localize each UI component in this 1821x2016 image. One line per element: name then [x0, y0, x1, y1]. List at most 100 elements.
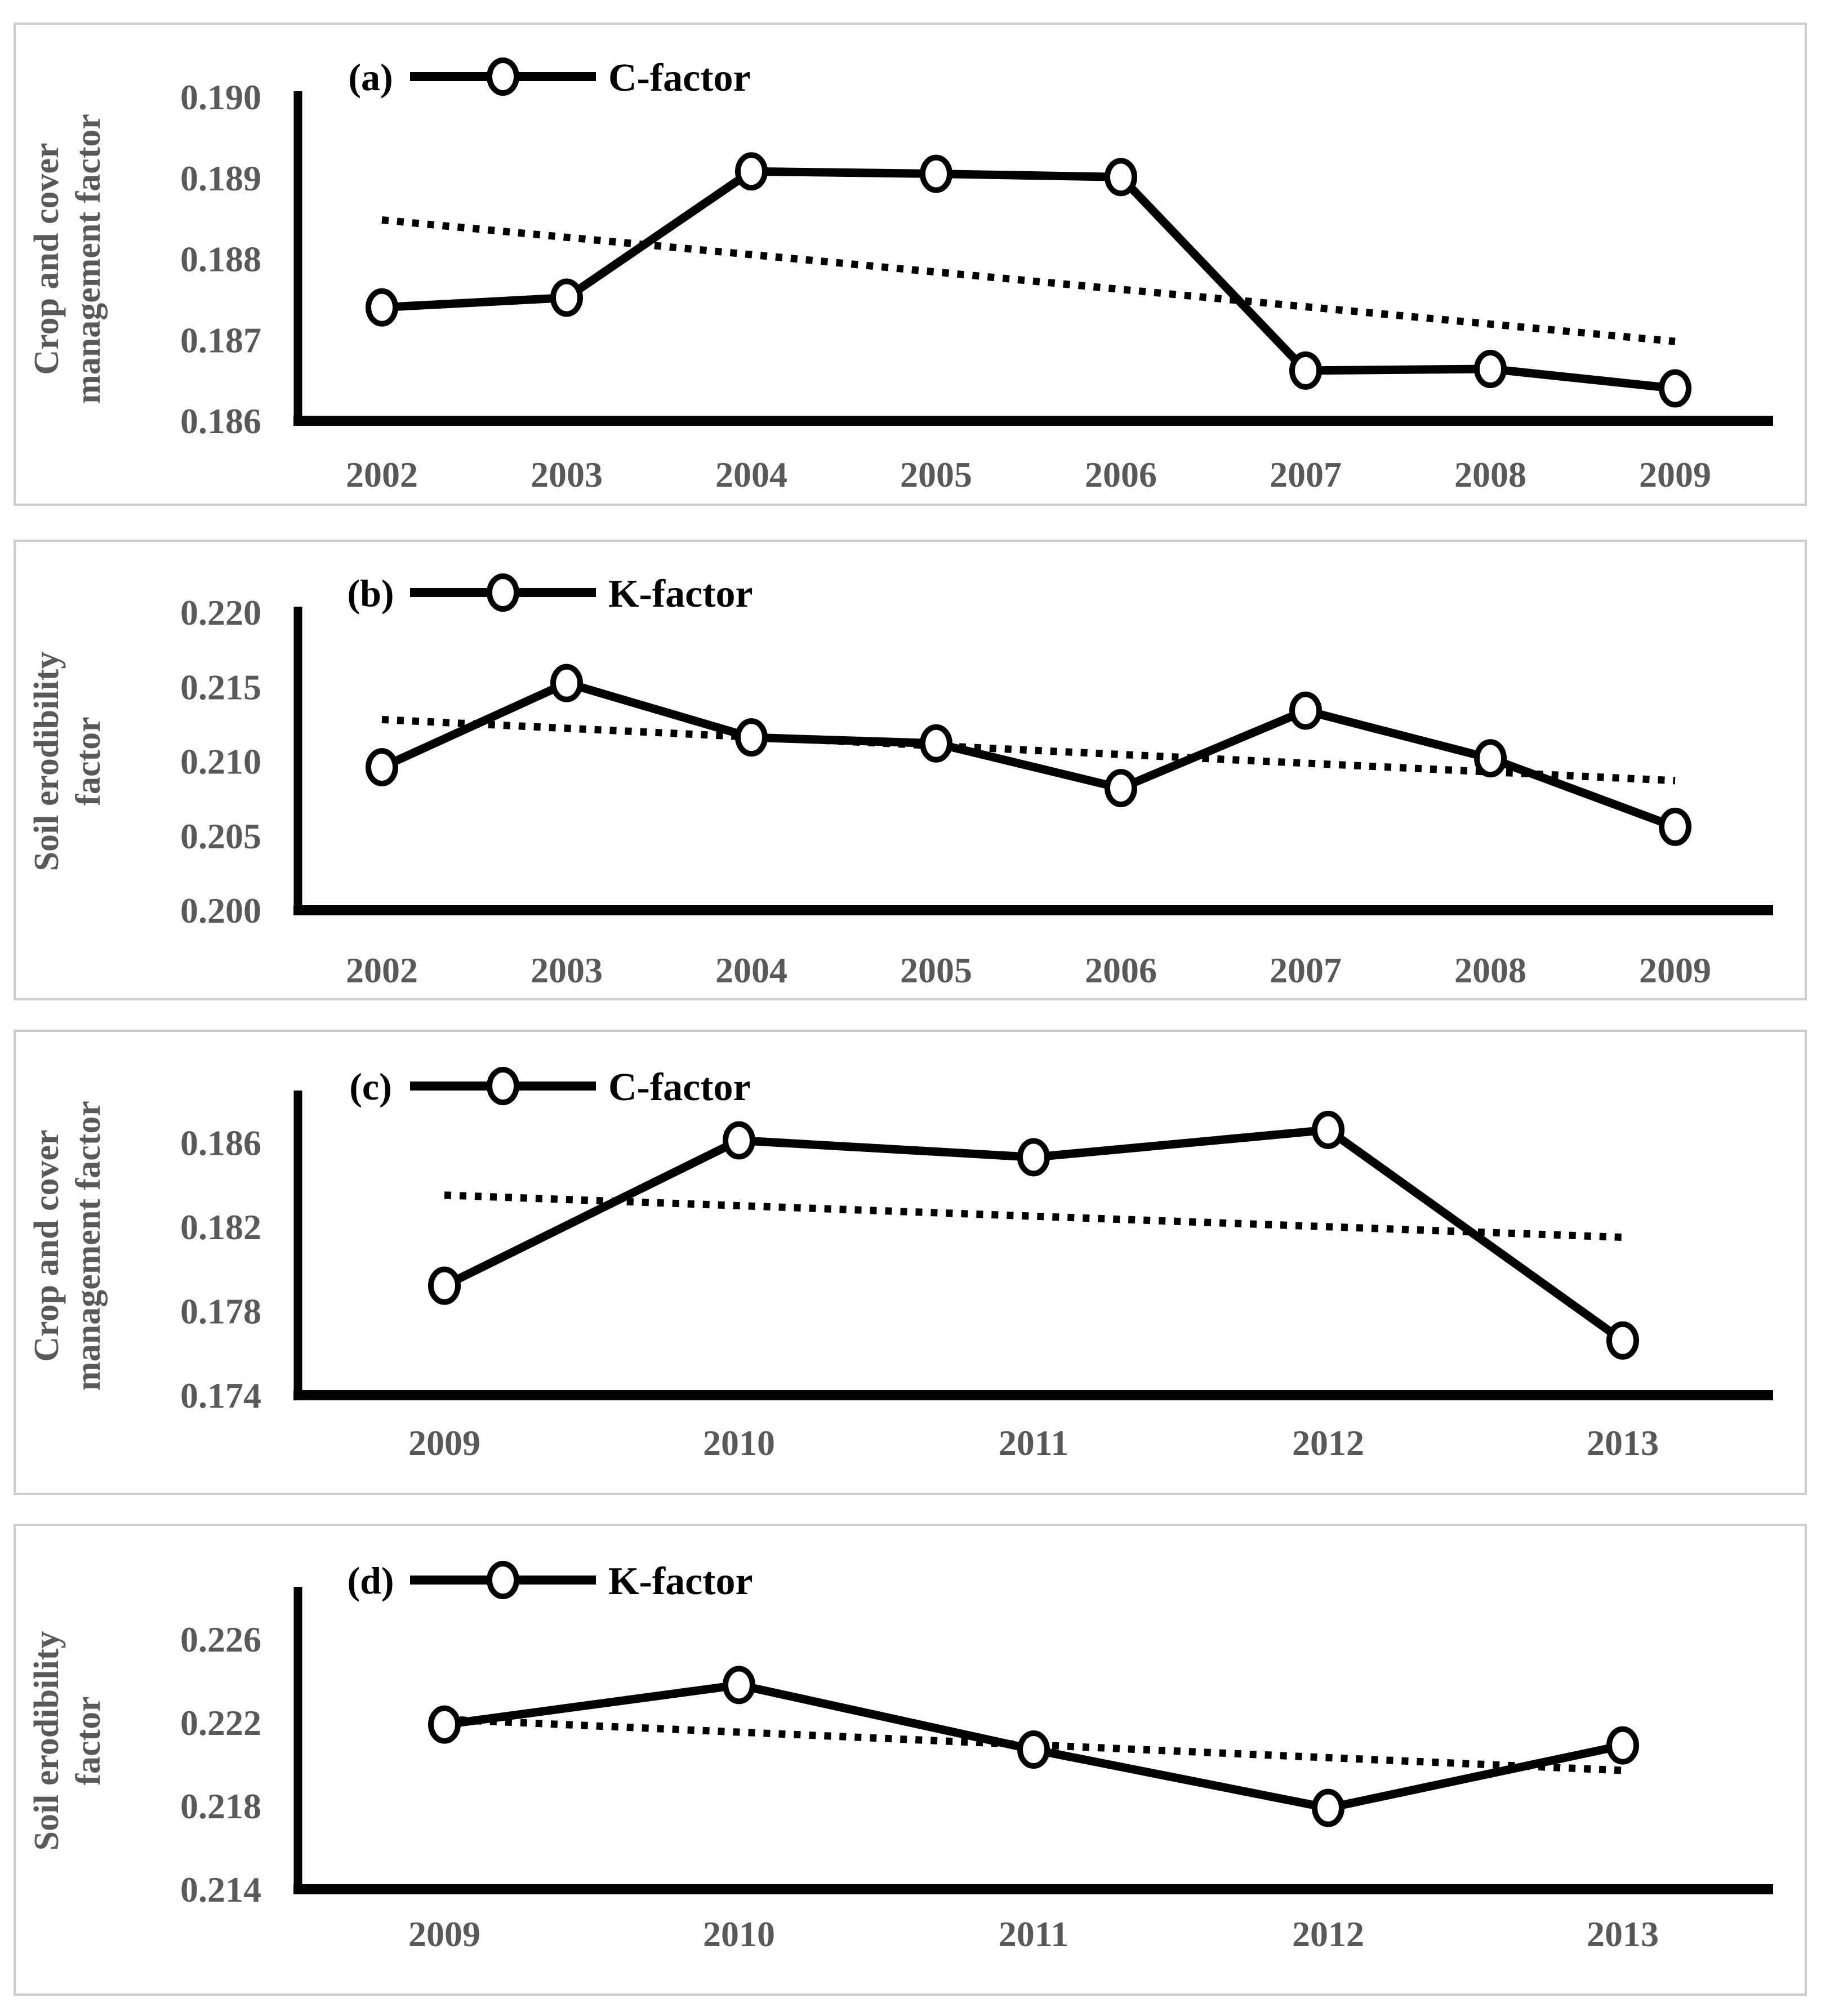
series-marker-2007: [1289, 351, 1322, 390]
x-tick-label-2005: 2005: [900, 950, 972, 990]
x-tick-label-2006: 2006: [1085, 455, 1157, 495]
series-marker-2004: [735, 152, 768, 191]
y-axis-title-line-1: Crop and cover: [28, 143, 66, 375]
panel-c: Crop and cover management factor 0.174 0.17…: [14, 1030, 1807, 1495]
series-marker-2009: [1659, 807, 1691, 846]
x-tick-label-2008: 2008: [1454, 455, 1526, 495]
series-marker-2005: [920, 154, 952, 193]
y-tick-label-0.186: 0.186: [180, 1123, 261, 1163]
legend-marker-swatch: [487, 573, 519, 612]
series-marker-2009: [1659, 369, 1691, 408]
y-tick-label-0.190: 0.190: [180, 77, 261, 117]
series-marker-2008: [1474, 739, 1507, 778]
x-tick-label-2007: 2007: [1270, 950, 1342, 990]
series-marker-2012: [1312, 1788, 1344, 1827]
legend-label: C-factor: [608, 56, 751, 100]
series-marker-2004: [735, 718, 768, 757]
x-tick-label-2012: 2012: [1292, 1423, 1364, 1463]
y-axis-title-line-1: Soil erodibility: [28, 652, 66, 871]
y-tick-label-0.220: 0.220: [180, 593, 261, 633]
y-tick-label-0.174: 0.174: [180, 1376, 261, 1416]
series-marker-2012: [1312, 1110, 1344, 1149]
y-tick-label-0.222: 0.222: [180, 1703, 261, 1743]
x-tick-label-2009: 2009: [1639, 455, 1711, 495]
y-axis-title-line-2: management factor: [69, 114, 108, 404]
x-tick-label-2012: 2012: [1292, 1914, 1364, 1954]
legend-label: C-factor: [608, 1066, 751, 1109]
y-tick-label-0.205: 0.205: [180, 816, 261, 856]
series-marker-2011: [1017, 1138, 1050, 1177]
panel-d: Soil erodibility factor 0.214 0.218 0.222 0.2…: [14, 1524, 1807, 1996]
series-marker-2008: [1474, 350, 1507, 388]
y-axis-title-line-1: Soil erodibility: [28, 1631, 66, 1851]
panel-letter: (b): [347, 572, 394, 615]
panel-letter: (a): [348, 56, 393, 99]
series-marker-2011: [1017, 1730, 1050, 1769]
series-marker-2007: [1289, 691, 1322, 730]
x-tick-label-2002: 2002: [346, 455, 418, 495]
x-tick-label-2013: 2013: [1587, 1914, 1659, 1954]
y-tick-label-0.182: 0.182: [180, 1207, 261, 1247]
x-tick-label-2009: 2009: [408, 1423, 480, 1463]
y-tick-label-0.188: 0.188: [180, 239, 261, 279]
series-marker-2013: [1606, 1726, 1639, 1765]
y-tick-label-0.187: 0.187: [180, 320, 261, 360]
y-tick-label-0.215: 0.215: [180, 667, 261, 707]
y-axis-title-line-2: management factor: [69, 1101, 108, 1391]
panel-b: Soil erodibility factor 0.200 0.205 0.210 0.2…: [14, 540, 1807, 1000]
legend-marker-swatch: [487, 1067, 519, 1105]
x-tick-label-2008: 2008: [1454, 950, 1526, 990]
trendline-dotted: [381, 715, 1676, 785]
y-tick-label-0.218: 0.218: [180, 1786, 261, 1826]
series-marker-2002: [366, 288, 398, 327]
chart-svg-a: Crop and cover management factor 0.186 0.18…: [28, 56, 1773, 495]
y-axis-title-line-2: factor: [69, 1696, 108, 1785]
x-tick-label-2003: 2003: [531, 950, 603, 990]
series-marker-2013: [1606, 1321, 1639, 1360]
chart-svg-d: Soil erodibility factor 0.214 0.218 0.222 0.2…: [28, 1559, 1773, 1954]
x-tick-label-2013: 2013: [1587, 1423, 1659, 1463]
y-tick-label-0.200: 0.200: [180, 891, 261, 931]
y-tick-label-0.178: 0.178: [180, 1291, 261, 1331]
series-marker-2009: [428, 1266, 461, 1305]
chart-svg-b: Soil erodibility factor 0.200 0.205 0.210 0.2…: [28, 572, 1773, 990]
series-marker-2006: [1105, 769, 1137, 808]
panel-letter: (d): [347, 1559, 394, 1602]
x-tick-label-2011: 2011: [999, 1914, 1068, 1954]
y-axis-title-line-1: Crop and cover: [28, 1129, 66, 1361]
series-line-C-factor: [381, 167, 1676, 393]
x-tick-label-2006: 2006: [1085, 950, 1157, 990]
series-marker-2010: [723, 1121, 755, 1160]
x-tick-label-2010: 2010: [703, 1914, 775, 1954]
legend-label: K-factor: [608, 1560, 753, 1603]
x-tick-label-2010: 2010: [703, 1423, 775, 1463]
trendline-dotted: [381, 216, 1676, 345]
x-tick-label-2007: 2007: [1270, 455, 1342, 495]
x-tick-label-2004: 2004: [715, 455, 787, 495]
x-tick-label-2005: 2005: [900, 455, 972, 495]
x-tick-label-2009: 2009: [408, 1914, 480, 1954]
legend-marker-swatch: [487, 57, 519, 96]
x-tick-label-2009: 2009: [1639, 950, 1711, 990]
series-marker-2010: [723, 1666, 755, 1705]
series-marker-2005: [920, 724, 952, 763]
x-tick-label-2004: 2004: [715, 950, 787, 990]
x-tick-label-2002: 2002: [346, 950, 418, 990]
y-tick-label-0.214: 0.214: [180, 1870, 261, 1910]
y-tick-label-0.189: 0.189: [180, 158, 261, 198]
panel-letter: (c): [349, 1065, 391, 1108]
y-tick-label-0.210: 0.210: [180, 742, 261, 782]
x-tick-label-2011: 2011: [999, 1423, 1068, 1463]
y-tick-label-0.186: 0.186: [180, 401, 261, 441]
series-marker-2006: [1105, 158, 1137, 197]
legend-label: K-factor: [608, 572, 753, 616]
series-marker-2002: [366, 748, 398, 787]
series-marker-2003: [550, 278, 583, 317]
chart-svg-c: Crop and cover management factor 0.174 0.17…: [28, 1065, 1773, 1463]
panel-a: Crop and cover management factor 0.186 0.18…: [14, 23, 1807, 506]
x-tick-label-2003: 2003: [531, 455, 603, 495]
y-tick-label-0.226: 0.226: [180, 1619, 261, 1659]
y-axis-title-line-2: factor: [69, 716, 108, 805]
series-marker-2009: [428, 1705, 461, 1744]
